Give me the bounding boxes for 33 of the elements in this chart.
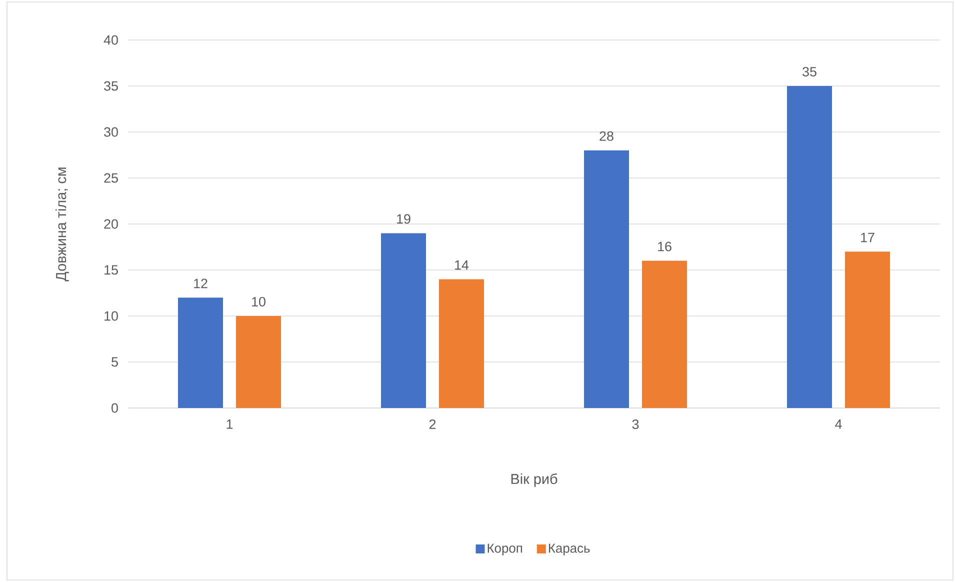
data-label: 35	[802, 66, 816, 76]
y-tick-label: 0	[112, 403, 118, 413]
bar	[381, 233, 426, 408]
legend-label: Короп	[488, 544, 522, 556]
data-label: 14	[455, 260, 469, 270]
bar	[642, 260, 688, 408]
x-tick-label: 1	[226, 420, 233, 429]
data-label: 10	[252, 296, 266, 306]
y-tick-label: 30	[104, 127, 118, 137]
x-tick-label: 3	[632, 420, 639, 430]
y-tick-label: 15	[104, 265, 118, 275]
y-tick-label: 10	[104, 311, 118, 321]
legend-label: Карась	[548, 544, 590, 556]
x-axis-title: Вік риб	[511, 473, 558, 487]
y-tick-label: 40	[104, 35, 118, 45]
y-tick-label: 20	[104, 219, 118, 229]
bar	[178, 298, 223, 408]
bar	[845, 252, 890, 408]
data-label: 28	[600, 131, 614, 141]
x-tick-label: 4	[835, 420, 842, 429]
data-label: 19	[397, 214, 410, 224]
x-tick-label: 2	[429, 420, 436, 429]
y-tick-label: 25	[104, 173, 118, 183]
data-label: 12	[194, 278, 208, 288]
bar	[584, 150, 630, 408]
data-label: 16	[658, 242, 672, 252]
y-tick-label: 35	[104, 81, 118, 91]
bar	[787, 86, 832, 408]
y-tick-label: 5	[112, 357, 118, 367]
y-axis-title: Довжина тіла; см	[56, 168, 69, 282]
bar	[236, 316, 282, 408]
bar	[439, 279, 484, 408]
data-label: 17	[861, 232, 874, 242]
